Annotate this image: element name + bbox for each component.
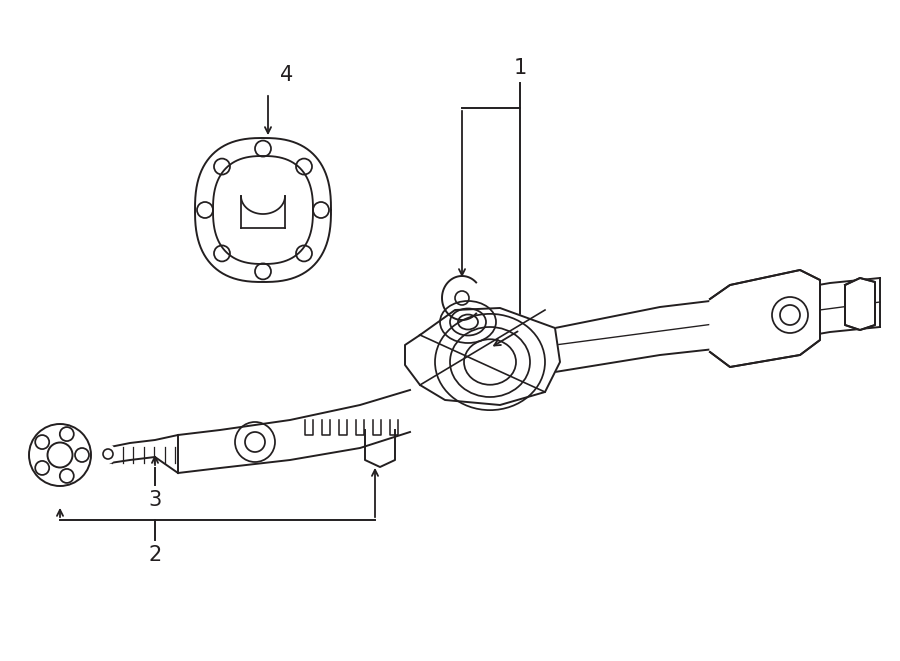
Circle shape bbox=[10, 405, 110, 505]
Polygon shape bbox=[710, 270, 820, 367]
Ellipse shape bbox=[101, 445, 115, 463]
Text: 3: 3 bbox=[148, 490, 162, 510]
Text: 4: 4 bbox=[281, 65, 293, 85]
Polygon shape bbox=[195, 138, 331, 282]
Text: 2: 2 bbox=[148, 545, 162, 565]
Polygon shape bbox=[845, 278, 875, 330]
Text: 1: 1 bbox=[513, 58, 526, 78]
Polygon shape bbox=[405, 308, 560, 405]
